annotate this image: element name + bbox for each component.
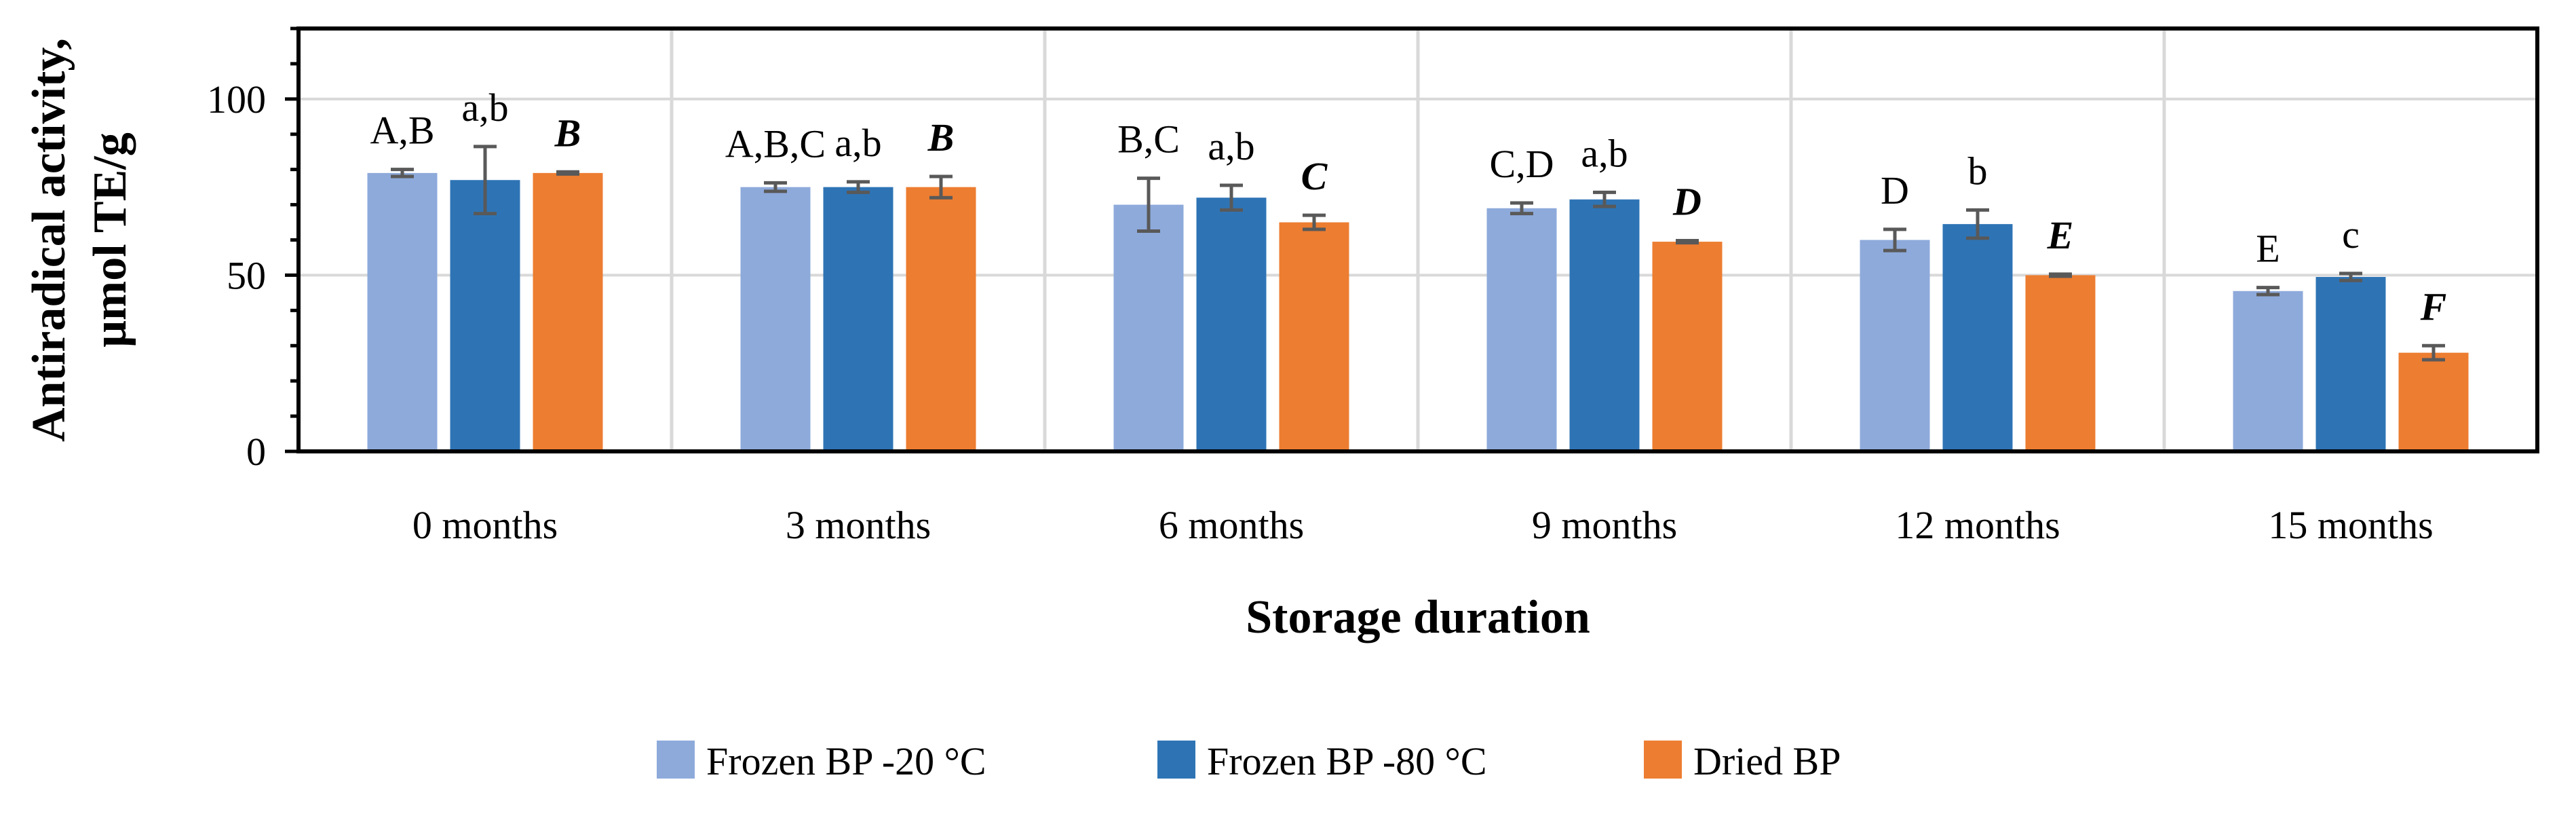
bar-data-label: a,b <box>461 86 508 130</box>
bar-data-label: a,b <box>834 121 881 165</box>
bar <box>1196 198 1267 451</box>
bar-data-label: a,b <box>1208 124 1254 168</box>
legend-label: Frozen BP -80 °C <box>1207 739 1487 783</box>
x-tick-label: 12 months <box>1895 503 2060 547</box>
y-tick-label: 50 <box>227 253 266 297</box>
bar <box>2398 352 2469 451</box>
bar-data-label: a,b <box>1581 131 1628 175</box>
bar <box>740 187 811 451</box>
y-axis-title: Antiradical activity, μmol TE/g <box>23 38 136 442</box>
x-tick-label: 6 months <box>1159 503 1304 547</box>
bar-data-label: D <box>1672 180 1702 224</box>
bar <box>1486 208 1557 451</box>
bar-data-label: B <box>554 111 581 155</box>
legend-swatch <box>1644 741 1682 779</box>
y-axis-title-line-2: μmol TE/g <box>84 132 136 348</box>
bar-data-label: B,C <box>1117 117 1180 162</box>
bar-data-label: A,B <box>370 109 434 153</box>
bar <box>1279 222 1349 451</box>
bars <box>367 172 2469 451</box>
bar-data-label: E <box>2047 213 2074 257</box>
gridlines <box>299 29 2537 451</box>
bar <box>533 172 603 451</box>
x-tick-label: 15 months <box>2268 503 2433 547</box>
x-tick-label: 0 months <box>412 503 558 547</box>
bar <box>2025 275 2096 451</box>
bar <box>2233 291 2303 451</box>
x-tick-label: 3 months <box>786 503 931 547</box>
bar <box>450 180 520 451</box>
y-tick-label: 100 <box>207 77 266 122</box>
y-axis-title-line-1: Antiradical activity, <box>23 38 75 442</box>
legend-label: Frozen BP -20 °C <box>706 739 986 783</box>
bar-data-label: A,B,C <box>725 122 826 166</box>
bar-data-label: c <box>2342 212 2360 257</box>
legend-swatch <box>1157 741 1195 779</box>
y-axis-ticks: 0 50 100 <box>207 26 299 474</box>
error-bars <box>391 145 2445 362</box>
x-axis-title: Storage duration <box>1246 591 1590 643</box>
bar-data-label: C,D <box>1489 142 1554 186</box>
bar <box>367 172 438 451</box>
bar <box>823 187 893 451</box>
bar-data-label: D <box>1881 168 1909 212</box>
bar-data-label: F <box>2420 284 2447 329</box>
bar <box>2315 277 2386 451</box>
bar <box>906 187 976 451</box>
x-tick-label: 9 months <box>1532 503 1677 547</box>
legend: Frozen BP -20 °C Frozen BP -80 °C Dried BP <box>657 739 1841 783</box>
bar-labels: A,B A,B,C B,C C,D D Ea,b a,b a,b a,b b c B B C D E F <box>370 86 2446 329</box>
bar <box>1113 204 1184 451</box>
bar <box>1860 240 1930 451</box>
bar <box>1652 242 1723 451</box>
bar-data-label: b <box>1968 149 1988 193</box>
bar <box>1942 224 2013 451</box>
bar-data-label: B <box>927 115 955 160</box>
bar-data-label: C <box>1301 154 1328 198</box>
legend-label: Dried BP <box>1693 739 1841 783</box>
bar <box>1569 199 1640 451</box>
x-axis-category-labels: 0 months 3 months 6 months 9 months 12 month… <box>412 503 2434 547</box>
bar-data-label: E <box>2256 227 2280 271</box>
y-tick-label: 0 <box>246 430 266 474</box>
legend-swatch <box>657 741 695 779</box>
